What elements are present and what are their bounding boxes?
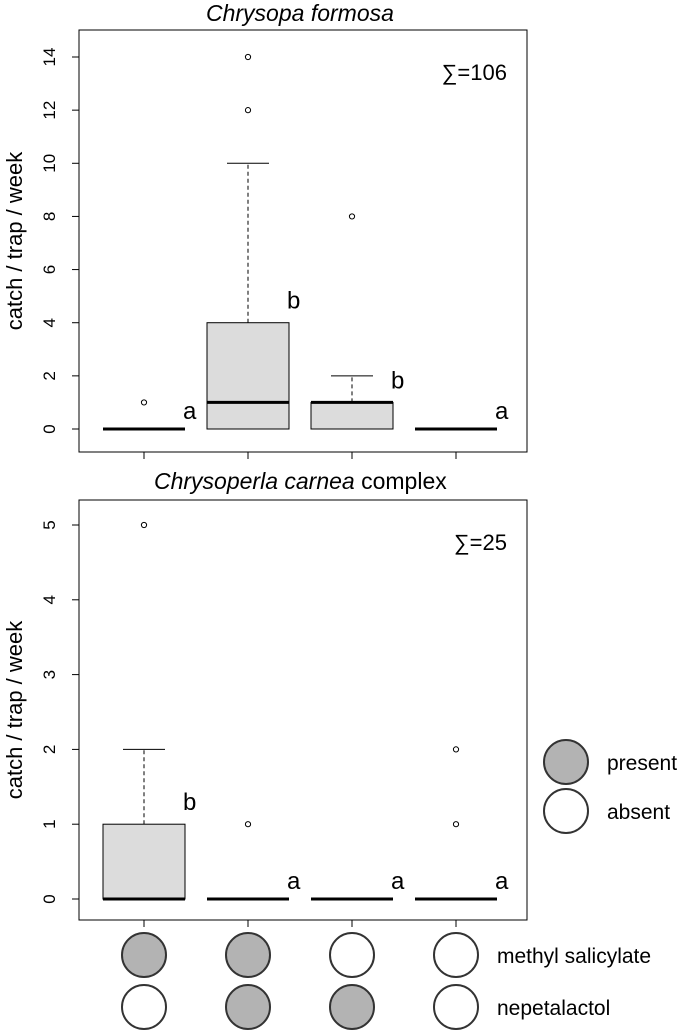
significance-letter: a bbox=[495, 868, 509, 895]
treatment-row-label: methyl salicylate bbox=[497, 945, 651, 968]
top-plot-title: Chrysopa formosa bbox=[206, 0, 394, 27]
outlier-point bbox=[348, 213, 356, 220]
legend: present absent bbox=[543, 739, 677, 834]
legend-present-circle bbox=[543, 739, 589, 785]
bottom-plot-species: Chrysoperla carnea bbox=[154, 468, 355, 494]
top-plot-species: Chrysopa formosa bbox=[206, 0, 394, 26]
treatment-circle bbox=[121, 984, 167, 1030]
bottom-total-annotation: ∑=25 bbox=[454, 530, 507, 555]
outlier-point bbox=[244, 107, 252, 114]
bottom-y-axis-label: catch / trap / week bbox=[2, 620, 27, 800]
significance-letter: b bbox=[183, 789, 196, 816]
bottom-box-4: a bbox=[415, 746, 509, 901]
box-body bbox=[102, 823, 186, 900]
outlier-point bbox=[244, 821, 252, 828]
top-plot: 0 2 4 6 8 10 12 14 catch / trap / week ∑=106 a b b a bbox=[2, 29, 528, 459]
legend-absent-label: absent bbox=[607, 801, 670, 824]
outlier-point bbox=[140, 521, 148, 529]
treatment-row-label: nepetalactol bbox=[497, 997, 610, 1020]
outlier-point bbox=[452, 746, 460, 753]
top-box-1: a bbox=[103, 398, 197, 431]
top-y-tick-label: 10 bbox=[40, 154, 59, 173]
significance-letter: a bbox=[495, 398, 509, 425]
bottom-y-tick-label: 2 bbox=[40, 745, 59, 754]
treatment-circle bbox=[433, 932, 479, 978]
bottom-box-2: a bbox=[207, 821, 301, 901]
top-y-axis-label: catch / trap / week bbox=[2, 151, 27, 331]
significance-letter: a bbox=[287, 868, 301, 895]
treatment-grid: methyl salicylate nepetalactol bbox=[121, 932, 651, 1030]
top-y-tick-label: 6 bbox=[40, 265, 59, 274]
bottom-plot-frame bbox=[78, 499, 528, 921]
significance-letter: a bbox=[391, 868, 405, 895]
treatment-circle bbox=[225, 984, 271, 1030]
box-body bbox=[310, 401, 394, 430]
outlier-point bbox=[140, 399, 148, 406]
legend-present-label: present bbox=[607, 752, 677, 775]
bottom-box-1: b bbox=[102, 521, 196, 901]
legend-absent-circle bbox=[543, 788, 589, 834]
top-y-tick-label: 8 bbox=[40, 212, 59, 221]
top-box-4: a bbox=[415, 398, 509, 431]
top-y-tick-label: 12 bbox=[40, 101, 59, 120]
top-total-annotation: ∑=106 bbox=[442, 60, 507, 85]
significance-letter: b bbox=[391, 367, 404, 394]
top-box-2: b bbox=[206, 53, 300, 430]
significance-letter: b bbox=[287, 288, 300, 315]
top-y-tick-label: 2 bbox=[40, 371, 59, 380]
bottom-box-3: a bbox=[311, 868, 405, 901]
bottom-y-tick-label: 1 bbox=[40, 819, 59, 828]
top-box-3: b bbox=[310, 213, 404, 430]
treatment-circle bbox=[329, 932, 375, 978]
treatment-circle bbox=[225, 932, 271, 978]
top-y-tick-label: 4 bbox=[40, 318, 59, 327]
outlier-point bbox=[452, 821, 460, 828]
bottom-y-tick-label: 5 bbox=[40, 520, 59, 529]
treatment-circle bbox=[329, 984, 375, 1030]
bottom-plot: 0 1 2 3 4 5 catch / trap / week ∑=25 b a a a bbox=[2, 499, 528, 927]
top-plot-frame bbox=[78, 29, 528, 453]
bottom-y-tick-label: 4 bbox=[40, 595, 59, 604]
bottom-plot-title-suffix: complex bbox=[354, 468, 447, 494]
outlier-point bbox=[244, 53, 252, 61]
treatment-circle bbox=[121, 932, 167, 978]
box-body bbox=[206, 322, 290, 430]
top-y-tick-label: 0 bbox=[40, 424, 59, 433]
bottom-y-tick-label: 0 bbox=[40, 894, 59, 903]
significance-letter: a bbox=[183, 398, 197, 425]
treatment-circle bbox=[433, 984, 479, 1030]
top-y-tick-label: 14 bbox=[40, 48, 59, 67]
bottom-plot-title: Chrysoperla carnea complex bbox=[154, 468, 447, 495]
bottom-y-tick-label: 3 bbox=[40, 670, 59, 679]
